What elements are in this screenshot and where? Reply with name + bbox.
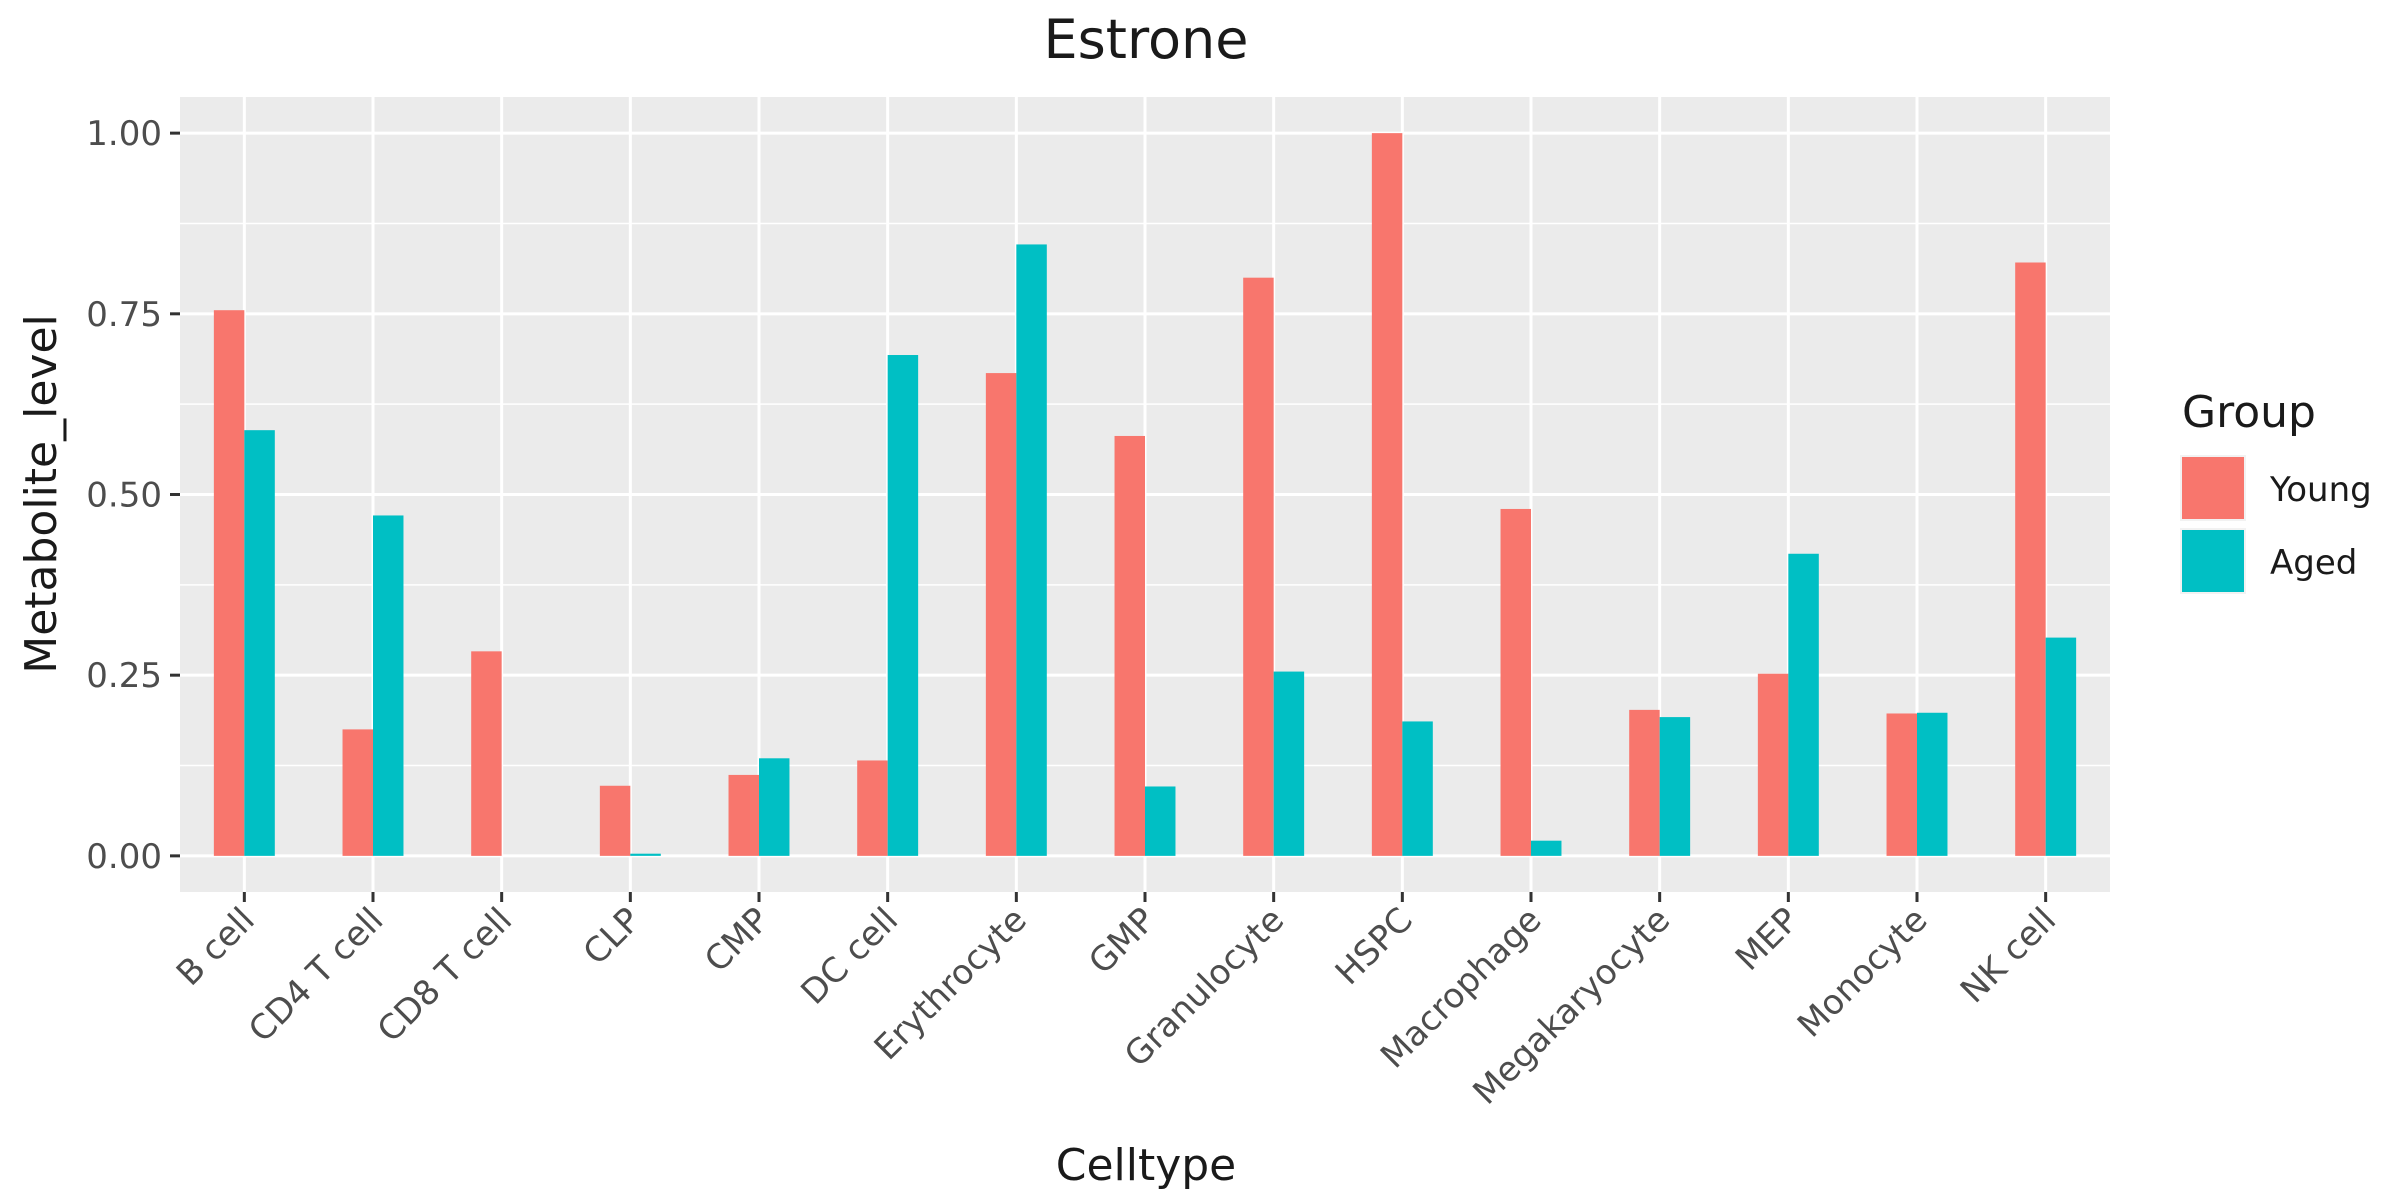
bar-young bbox=[1371, 133, 1403, 856]
y-tick-label: 1.00 bbox=[86, 114, 162, 154]
bar-aged bbox=[1016, 244, 1047, 856]
bar-aged bbox=[1531, 840, 1562, 856]
x-tick-label: GMP bbox=[1081, 900, 1163, 982]
bar-young bbox=[728, 774, 759, 856]
bar-aged bbox=[1402, 721, 1433, 856]
bar-young bbox=[213, 310, 245, 856]
legend-swatch bbox=[2182, 457, 2244, 519]
legend: Group Young Aged bbox=[2180, 387, 2372, 594]
bar-aged bbox=[759, 758, 790, 856]
bar-young bbox=[1243, 277, 1274, 856]
x-tick-label: CD4 T cell bbox=[241, 900, 391, 1050]
bar-aged bbox=[1917, 712, 1948, 856]
bars bbox=[213, 133, 2077, 856]
bar-aged bbox=[887, 355, 919, 856]
x-tick-label: DC cell bbox=[793, 900, 906, 1013]
bar-young bbox=[1114, 435, 1145, 856]
x-tick-label: B cell bbox=[169, 900, 263, 994]
bar-aged bbox=[373, 515, 404, 856]
bar-young bbox=[599, 785, 631, 856]
y-tick-label: 0.00 bbox=[86, 837, 162, 877]
x-tick-label: NK cell bbox=[1953, 900, 2064, 1011]
legend-label: Young bbox=[2269, 470, 2372, 510]
bar-young bbox=[1886, 713, 1917, 856]
bar-young bbox=[342, 729, 373, 856]
legend-swatch bbox=[2182, 530, 2244, 592]
y-tick-label: 0.50 bbox=[86, 476, 162, 516]
bar-young bbox=[985, 373, 1017, 856]
bar-young bbox=[1757, 673, 1789, 856]
bar-young bbox=[471, 651, 502, 856]
y-axis: 0.00 0.25 0.50 0.75 1.00 bbox=[86, 114, 180, 877]
bar-young bbox=[857, 760, 888, 856]
y-tick-label: 0.75 bbox=[86, 295, 162, 335]
x-tick-label: CD8 T cell bbox=[370, 900, 520, 1050]
bar-aged bbox=[1659, 717, 1691, 856]
x-tick-label: HSPC bbox=[1328, 900, 1421, 993]
bar-aged bbox=[1273, 671, 1305, 856]
x-tick-label: Monocyte bbox=[1790, 900, 1935, 1045]
legend-label: Aged bbox=[2270, 543, 2357, 583]
bar-aged bbox=[2045, 637, 2077, 856]
bar-aged bbox=[1145, 786, 1176, 856]
chart-title: Estrone bbox=[1044, 8, 1249, 71]
bar-young bbox=[1500, 508, 1531, 856]
y-axis-title: Metabolite_level bbox=[16, 314, 67, 674]
legend-title: Group bbox=[2182, 387, 2316, 438]
bar-aged bbox=[1788, 553, 1819, 856]
bar-young bbox=[1629, 709, 1660, 856]
bar-aged bbox=[630, 853, 661, 856]
y-tick-label: 0.25 bbox=[86, 656, 162, 696]
bar-young bbox=[2015, 262, 2046, 856]
x-axis-title: Celltype bbox=[1056, 1140, 1237, 1191]
bar-aged bbox=[244, 430, 275, 856]
x-tick-label: CLP bbox=[576, 900, 649, 973]
x-tick-label: CMP bbox=[697, 900, 777, 980]
x-tick-label: MEP bbox=[1728, 900, 1807, 979]
